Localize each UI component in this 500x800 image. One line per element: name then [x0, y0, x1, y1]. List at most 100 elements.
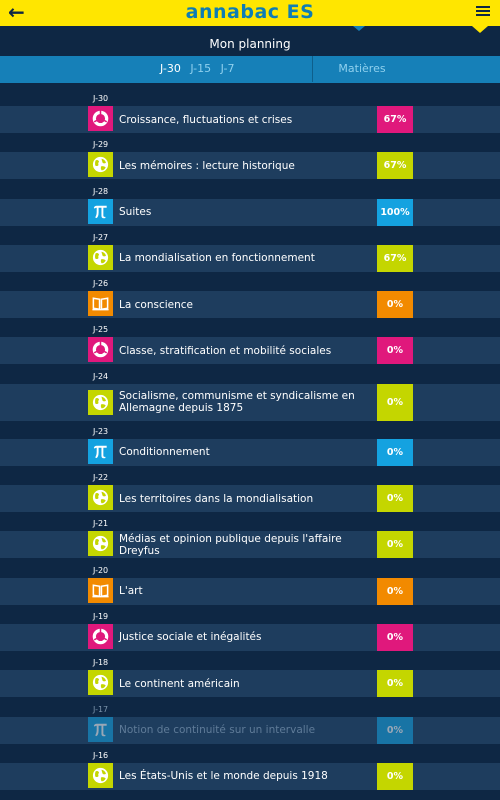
list-item[interactable]: J-30 Croissance, fluctuations et crises 67…	[0, 94, 500, 140]
chapter-title: Les mémoires : lecture historique	[119, 159, 295, 172]
progress-badge: 0%	[377, 531, 413, 559]
row-background	[0, 438, 500, 466]
globe-icon	[88, 670, 113, 696]
progress-badge: 0%	[377, 623, 413, 651]
chapter-title: Suites	[119, 206, 152, 219]
progress-badge: 67%	[377, 152, 413, 180]
page-title: Mon planning	[209, 37, 291, 51]
row-background	[0, 670, 500, 698]
tab-divider	[312, 56, 313, 82]
chapter-title: Notion de continuité sur un intervalle	[119, 724, 316, 737]
list-item[interactable]: J-16 Les États-Unis et le monde depuis 19…	[0, 751, 500, 797]
tab-j-7[interactable]: J-7	[220, 62, 235, 75]
chapter-title: Classe, stratification et mobilité socia…	[119, 344, 332, 357]
list-item[interactable]: J-18 Le continent américain 0%	[0, 658, 500, 704]
list-item[interactable]: J-20 L'art 0%	[0, 566, 500, 612]
globe-icon	[88, 244, 113, 270]
chapter-title: La conscience	[119, 298, 193, 311]
chapter-title: Conditionnement	[119, 446, 210, 459]
progress-badge: 0%	[377, 762, 413, 790]
day-label: J-18	[93, 658, 109, 668]
globe-icon	[88, 762, 113, 788]
day-range-tabs: J-30 J-15 J-7	[160, 62, 240, 75]
open-book-icon	[88, 291, 113, 317]
list-item[interactable]: J-22 Les territoires dans la mondialisati…	[0, 473, 500, 519]
chapter-title: Le continent américain	[119, 677, 240, 690]
list-item[interactable]: J-21 Médias et opinion publique depuis l'…	[0, 519, 500, 565]
open-book-icon	[88, 577, 113, 603]
row-background	[0, 337, 500, 365]
chapter-title: L'art	[119, 585, 143, 598]
menu-pointer	[472, 26, 488, 33]
hamburger-menu-icon[interactable]	[476, 6, 490, 18]
pi-icon	[88, 438, 113, 464]
list-item[interactable]: J-19 Justice sociale et inégalités 0%	[0, 612, 500, 658]
chapter-title: La mondialisation en fonctionnement	[119, 252, 315, 265]
list-item[interactable]: J-23 Conditionnement 0%	[0, 427, 500, 473]
chapter-title: Médias et opinion publique depuis l'affa…	[119, 532, 342, 557]
list-item[interactable]: J-27 La mondialisation en fonctionnement 6…	[0, 233, 500, 279]
donut-chart-icon	[88, 337, 113, 363]
row-background	[0, 762, 500, 790]
matieres-pointer	[353, 26, 365, 31]
progress-badge: 0%	[377, 485, 413, 513]
donut-chart-icon	[88, 623, 113, 649]
row-background	[0, 244, 500, 272]
day-label: J-30	[93, 94, 109, 103]
list-item[interactable]: J-29 Les mémoires : lecture historique 67%	[0, 140, 500, 186]
day-label: J-24	[93, 371, 109, 381]
progress-badge: 0%	[377, 438, 413, 466]
progress-badge: 0%	[377, 670, 413, 698]
day-label: J-28	[93, 186, 109, 196]
day-label: J-23	[93, 426, 109, 436]
day-label: J-21	[93, 519, 109, 529]
progress-badge: 0%	[377, 716, 413, 744]
list-item[interactable]: J-24 Socialisme, communisme et syndicalis…	[0, 372, 500, 427]
progress-badge: 0%	[377, 291, 413, 319]
planning-list: J-30 Croissance, fluctuations et crises 67…	[0, 94, 500, 797]
row-background	[0, 577, 500, 605]
tab-matieres[interactable]: Matières	[338, 62, 386, 75]
chapter-title: Socialisme, communisme et syndicalisme e…	[119, 390, 355, 415]
globe-icon	[88, 389, 113, 415]
tab-bar: J-30 J-15 J-7 Matières	[0, 56, 500, 82]
list-item[interactable]: J-17 Notion de continuité sur un interval…	[0, 705, 500, 751]
progress-badge: 67%	[377, 106, 413, 133]
list-item[interactable]: J-26 La conscience 0%	[0, 279, 500, 325]
row-background	[0, 485, 500, 513]
app-title: annabac ES	[185, 1, 315, 23]
globe-icon	[88, 152, 113, 178]
row-background	[0, 623, 500, 651]
list-item[interactable]: J-25 Classe, stratification et mobilité s…	[0, 325, 500, 371]
chapter-title: Justice sociale et inégalités	[119, 631, 262, 644]
row-background	[0, 383, 500, 421]
back-arrow-icon[interactable]: ←	[8, 0, 25, 24]
tab-j-15[interactable]: J-15	[190, 62, 212, 75]
progress-badge: 100%	[377, 198, 413, 226]
top-bar: ← annabac ES	[0, 0, 500, 26]
row-background	[0, 291, 500, 319]
pi-icon	[88, 716, 113, 742]
day-label: J-22	[93, 473, 109, 483]
tab-j-30[interactable]: J-30	[160, 62, 181, 75]
globe-icon	[88, 485, 113, 511]
chapter-title: Les États-Unis et le monde depuis 1918	[119, 770, 328, 783]
row-background	[0, 152, 500, 180]
chapter-title: Les territoires dans la mondialisation	[119, 492, 314, 505]
chapter-title: Croissance, fluctuations et crises	[119, 113, 293, 126]
day-label: J-19	[93, 611, 109, 621]
progress-badge: 67%	[377, 244, 413, 272]
pi-icon	[88, 198, 113, 224]
day-label: J-16	[93, 750, 109, 760]
progress-badge: 0%	[377, 383, 413, 421]
row-background	[0, 716, 500, 744]
day-label: J-20	[93, 565, 109, 575]
progress-badge: 0%	[377, 337, 413, 365]
progress-badge: 0%	[377, 577, 413, 605]
row-background	[0, 106, 500, 133]
day-label: J-27	[93, 232, 109, 242]
day-label: J-25	[93, 325, 109, 335]
donut-chart-icon	[88, 106, 113, 131]
list-item[interactable]: J-28 Suites 100%	[0, 187, 500, 233]
day-label: J-17	[93, 704, 109, 714]
